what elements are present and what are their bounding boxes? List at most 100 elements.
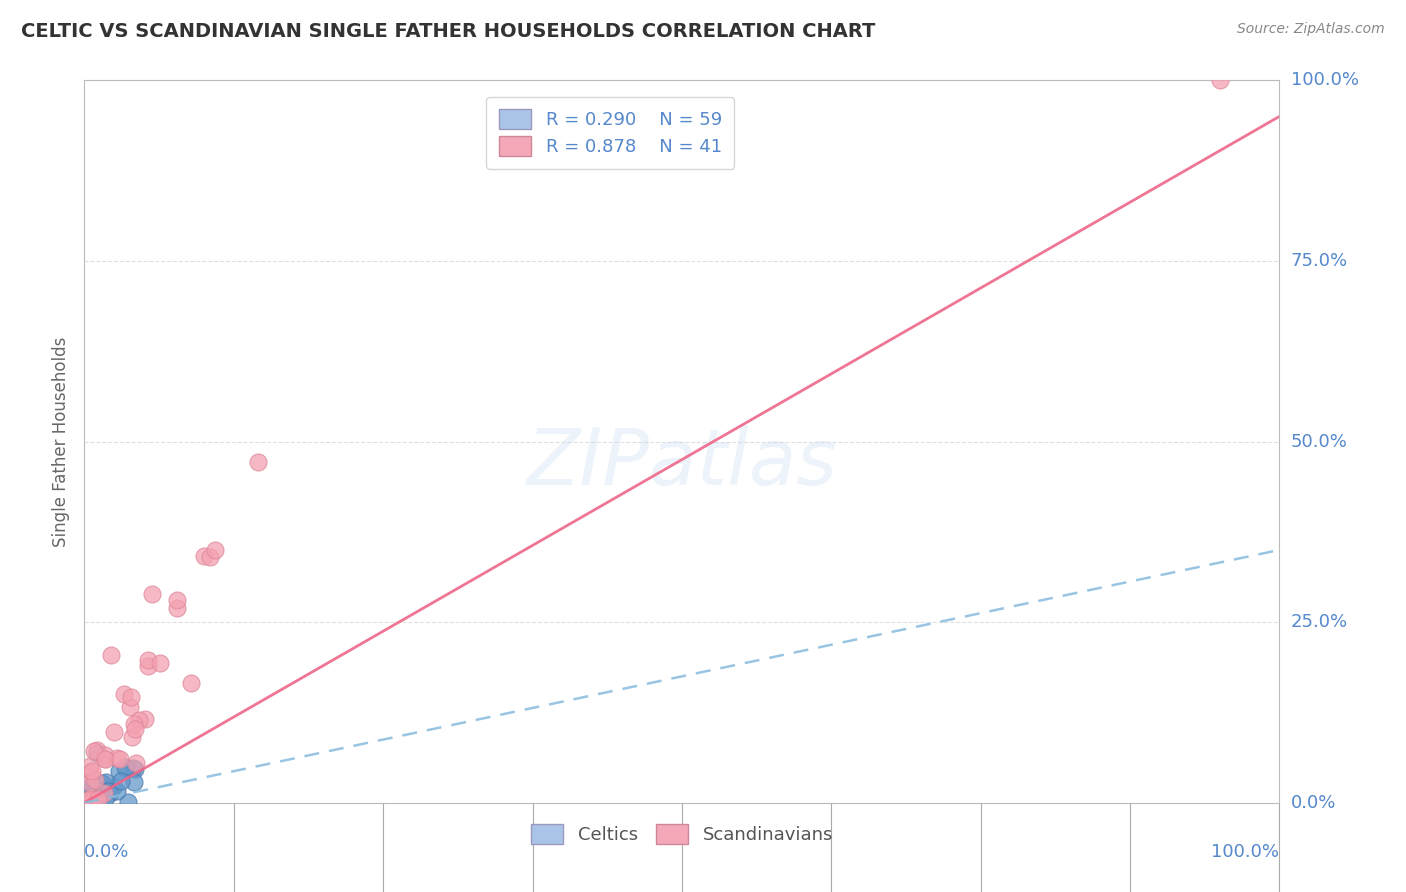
Point [75,796,97,810]
Point [75,796,97,810]
Point [204,542,226,557]
Point [75,796,97,810]
Point [105,784,128,798]
Point [76,791,98,805]
Point [141,586,163,600]
Point [103,725,125,739]
Point [166,600,188,615]
Point [94,752,117,766]
Point [247,455,270,469]
Point [166,593,188,607]
Point [86,796,108,810]
Point [75,796,97,810]
Point [94,752,117,766]
Text: 100.0%: 100.0% [1212,843,1279,861]
Point [82,779,104,793]
Point [79,796,101,810]
Point [76,780,98,794]
Y-axis label: Single Father Households: Single Father Households [52,336,70,547]
Point [86,743,108,757]
Point [96,774,118,789]
Point [76,795,98,809]
Point [79,776,101,790]
Point [124,756,146,770]
Point [79,792,101,806]
Point [83,796,105,810]
Point [112,687,135,701]
Point [80,796,103,810]
Point [90,796,112,810]
Point [79,792,101,806]
Point [73,784,96,798]
Point [198,550,221,565]
Point [100,648,122,662]
Point [124,722,146,736]
Point [117,796,139,810]
Point [86,746,108,760]
Point [1209,73,1232,87]
Point [82,776,104,790]
Text: 0.0%: 0.0% [1291,794,1336,812]
Point [80,764,103,778]
Point [120,690,142,704]
Point [134,712,156,726]
Point [87,778,110,792]
Point [79,775,101,789]
Point [121,761,143,775]
Text: 75.0%: 75.0% [1291,252,1348,270]
Point [73,789,96,804]
Point [83,786,105,800]
Point [180,675,202,690]
Point [149,656,172,670]
Point [76,796,98,810]
Point [97,784,120,798]
Point [121,730,143,744]
Point [86,796,108,810]
Point [94,747,117,762]
Point [79,792,101,806]
Point [115,762,138,776]
Point [136,659,159,673]
Point [79,796,101,810]
Point [79,765,101,780]
Point [76,796,98,810]
Point [107,764,129,778]
Point [94,790,117,805]
Point [76,796,98,810]
Point [80,794,103,808]
Text: ZIPatlas: ZIPatlas [526,425,838,501]
Point [77,790,100,805]
Point [76,796,98,810]
Point [105,751,128,765]
Point [76,786,98,800]
Point [83,789,105,803]
Point [122,717,145,731]
Point [76,796,98,810]
Point [75,796,97,810]
Point [128,714,150,728]
Text: 25.0%: 25.0% [1291,613,1348,632]
Point [91,775,114,789]
Legend: Celtics, Scandinavians: Celtics, Scandinavians [523,817,841,852]
Point [136,653,159,667]
Text: Source: ZipAtlas.com: Source: ZipAtlas.com [1237,22,1385,37]
Point [79,759,101,773]
Point [79,796,101,810]
Text: 50.0%: 50.0% [1291,433,1347,450]
Point [86,781,108,796]
Point [124,762,146,776]
Point [83,792,105,806]
Point [83,743,105,757]
Point [79,796,101,810]
Text: 100.0%: 100.0% [1291,71,1358,89]
Point [114,760,136,774]
Point [83,773,105,788]
Point [93,786,115,800]
Point [193,549,215,563]
Point [89,784,111,798]
Point [73,789,96,803]
Point [86,792,108,806]
Point [124,775,146,789]
Point [87,795,110,809]
Point [76,774,98,789]
